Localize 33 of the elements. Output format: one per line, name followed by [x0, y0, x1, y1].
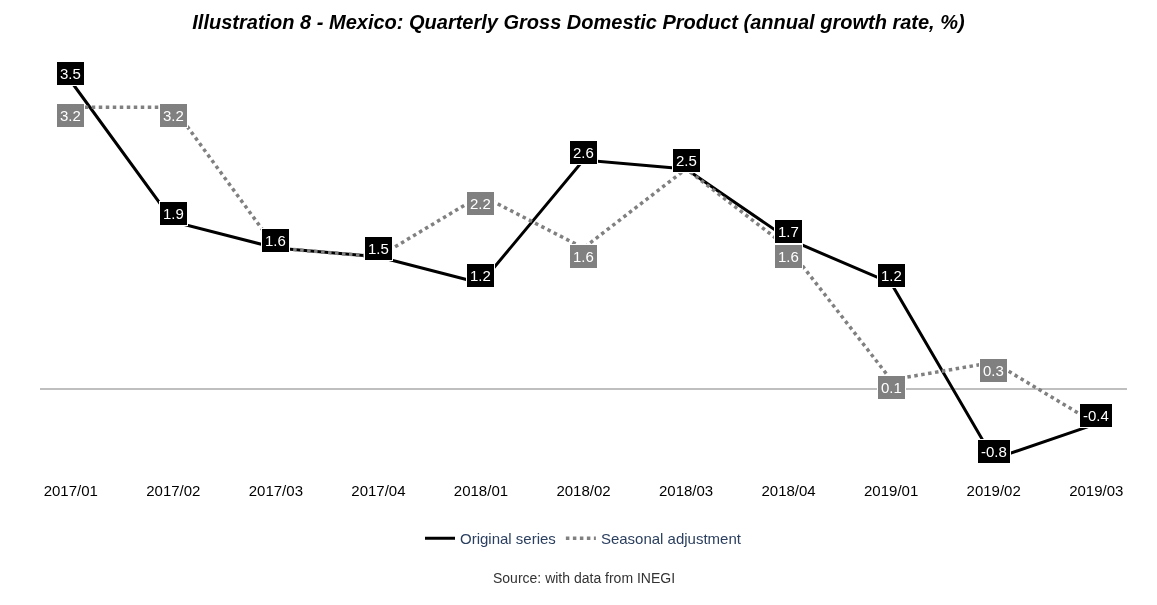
- data-label: 1.2: [881, 267, 902, 284]
- data-label: 1.7: [778, 223, 799, 240]
- x-tick-label: 2018/02: [556, 482, 611, 499]
- data-label: 3.2: [60, 107, 81, 124]
- chart-title: Illustration 8 - Mexico: Quarterly Gross Domestic Product (annual growth rate, %): [192, 11, 966, 34]
- data-label: 0.3: [983, 362, 1004, 379]
- data-label: 1.6: [265, 232, 286, 249]
- x-tick-label: 2017/02: [146, 482, 201, 499]
- source-note: Source: with data from INEGI: [493, 570, 676, 586]
- data-label: 1.6: [573, 248, 594, 265]
- x-tick-label: 2017/01: [43, 482, 98, 499]
- x-tick-label: 2018/01: [453, 482, 509, 499]
- x-tick-label: 2017/04: [351, 482, 406, 499]
- data-label: 1.6: [778, 248, 799, 265]
- x-tick-label: 2019/01: [864, 482, 919, 499]
- data-label: 1.5: [368, 240, 389, 257]
- data-label: 2.5: [676, 152, 697, 169]
- data-label: 1.9: [163, 205, 184, 222]
- x-tick-label: 2019/03: [1069, 482, 1124, 499]
- data-label: 3.2: [163, 107, 184, 124]
- x-tick-label: 2019/02: [966, 482, 1021, 499]
- data-label: 1.2: [470, 267, 491, 284]
- legend-label: Original series: [460, 530, 556, 548]
- x-tick-label: 2017/03: [248, 482, 303, 499]
- data-label: -0.8: [981, 443, 1007, 460]
- data-label: -0.4: [1083, 407, 1109, 424]
- x-tick-label: 2018/04: [761, 482, 816, 499]
- data-label: 2.2: [470, 195, 491, 212]
- data-label: 2.6: [573, 144, 594, 161]
- data-label: 0.1: [881, 379, 902, 396]
- legend-label: Seasonal adjustment: [600, 530, 742, 548]
- x-tick-label: 2018/03: [658, 482, 714, 499]
- data-label: 3.5: [60, 65, 81, 82]
